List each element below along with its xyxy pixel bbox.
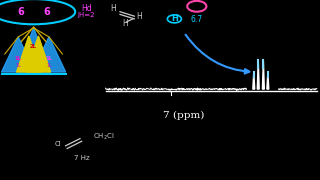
Polygon shape xyxy=(32,37,66,72)
Polygon shape xyxy=(262,60,264,89)
Text: 7 (ppm): 7 (ppm) xyxy=(163,111,205,120)
Polygon shape xyxy=(17,36,41,72)
Polygon shape xyxy=(257,60,259,89)
Text: Hd: Hd xyxy=(81,4,92,13)
Text: H: H xyxy=(136,12,142,21)
Polygon shape xyxy=(2,37,35,72)
Text: H: H xyxy=(171,14,178,23)
Text: 6.7: 6.7 xyxy=(190,15,203,24)
Text: 2L: 2L xyxy=(30,44,37,49)
Text: 6: 6 xyxy=(17,7,24,17)
Text: 7 Hz: 7 Hz xyxy=(74,154,89,161)
Text: 6: 6 xyxy=(43,7,50,17)
Polygon shape xyxy=(26,36,51,72)
Polygon shape xyxy=(267,73,269,89)
Text: H: H xyxy=(122,19,128,28)
Text: Cl: Cl xyxy=(54,141,61,147)
Text: 1L: 1L xyxy=(15,56,22,61)
Text: CH$_2$Cl: CH$_2$Cl xyxy=(93,132,115,142)
Text: 1L: 1L xyxy=(15,63,21,68)
Text: 1L: 1L xyxy=(46,63,52,68)
Polygon shape xyxy=(253,73,255,89)
Text: H: H xyxy=(111,4,116,13)
Polygon shape xyxy=(17,28,50,72)
Text: JH=2: JH=2 xyxy=(78,12,95,18)
Text: 1L: 1L xyxy=(45,56,52,61)
